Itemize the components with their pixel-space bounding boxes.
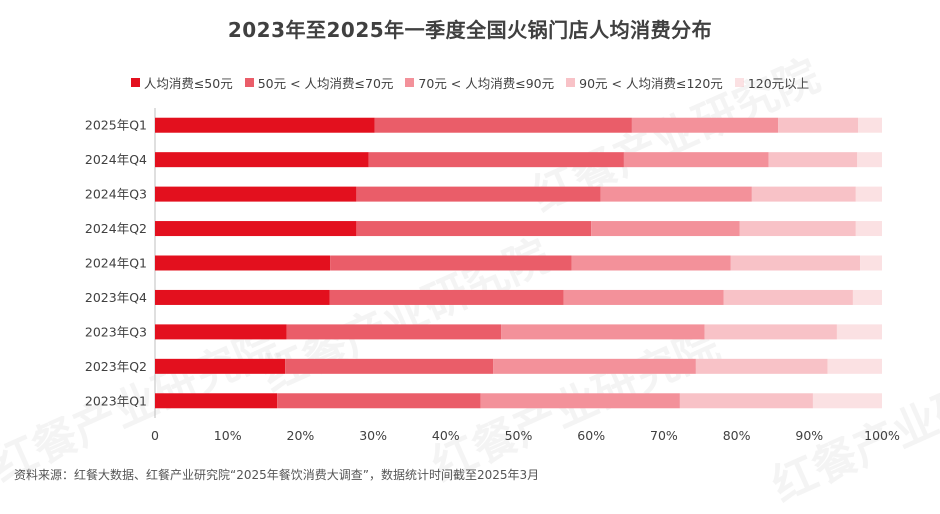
bar-segment	[858, 117, 882, 133]
bar-segment	[631, 117, 779, 133]
bar-segment	[623, 152, 769, 168]
bar-segment	[155, 393, 278, 409]
legend-label: 人均消费≤50元	[143, 76, 233, 91]
bar-segment	[368, 152, 624, 168]
bar-segment	[751, 186, 856, 202]
y-tick-label: 2024年Q3	[85, 187, 147, 202]
legend-label: 90元 < 人均消费≤120元	[579, 76, 723, 91]
bar-segment	[155, 186, 357, 202]
bar-segment	[356, 221, 592, 237]
x-tick-label: 10%	[214, 428, 242, 443]
legend-swatch	[566, 78, 576, 87]
legend-item: 120元以上	[734, 73, 810, 92]
x-tick-label: 40%	[432, 428, 460, 443]
y-tick-label: 2023年Q2	[85, 359, 147, 374]
bar-segment	[860, 255, 882, 271]
bar-segment	[329, 289, 564, 305]
legend-item: 90元 < 人均消费≤120元	[566, 73, 723, 92]
bar-segment	[855, 221, 882, 237]
legend-swatch	[130, 78, 140, 87]
bar-segment	[571, 255, 731, 271]
legend-item: 70元 < 人均消费≤90元	[405, 73, 554, 92]
bar-segment	[855, 186, 882, 202]
bar-segment	[374, 117, 632, 133]
y-tick-label: 2024年Q4	[85, 152, 147, 167]
x-tick-label: 20%	[287, 428, 315, 443]
bar-segment	[356, 186, 601, 202]
x-tick-label: 80%	[723, 428, 751, 443]
bar-segment	[836, 324, 882, 340]
bar-segment	[739, 221, 856, 237]
x-tick-label: 90%	[795, 428, 823, 443]
bar-segment	[285, 358, 494, 374]
bar-segment	[155, 152, 369, 168]
legend-swatch	[734, 78, 744, 87]
bar-segment	[480, 393, 680, 409]
bar-segment	[277, 393, 481, 409]
bar-segment	[155, 255, 331, 271]
x-tick-label: 70%	[650, 428, 678, 443]
bar-segment	[155, 324, 287, 340]
y-tick-label: 2023年Q3	[85, 324, 147, 339]
bar-segment	[591, 221, 740, 237]
bar-segment	[812, 393, 882, 409]
chart-legend: 人均消费≤50元 50元 < 人均消费≤70元 70元 < 人均消费≤90元 90元 …	[0, 73, 940, 92]
legend-label: 50元 < 人均消费≤70元	[257, 76, 394, 91]
x-tick-label: 30%	[359, 428, 387, 443]
bar-segment	[695, 358, 828, 374]
bar-segment	[778, 117, 859, 133]
x-tick-label: 0	[151, 428, 159, 443]
chart-title: 2023年至2025年一季度全国火锅门店人均消费分布	[227, 18, 713, 42]
y-tick-label: 2024年Q2	[85, 221, 147, 236]
legend-swatch	[244, 78, 254, 87]
bar-segment	[704, 324, 837, 340]
stacked-bar-chart: 2025年Q1 2024年Q4 2024年Q3 2024年Q2 2024年Q1 2023年…	[85, 108, 900, 443]
y-tick-label: 2023年Q4	[85, 290, 147, 305]
bar-segment	[827, 358, 882, 374]
bar-segment	[679, 393, 813, 409]
bar-segment	[155, 358, 286, 374]
legend-label: 70元 < 人均消费≤90元	[418, 76, 555, 91]
bar-segment	[600, 186, 752, 202]
bar-segment	[493, 358, 696, 374]
bar-segment	[723, 289, 853, 305]
y-tick-label: 2023年Q1	[85, 393, 147, 408]
bar-segment	[501, 324, 705, 340]
legend-item: 人均消费≤50元	[130, 73, 233, 92]
bar-segment	[857, 152, 882, 168]
bar-segment	[155, 221, 357, 237]
x-tick-label: 50%	[505, 428, 533, 443]
bar-segment	[155, 117, 375, 133]
bar-segment	[286, 324, 502, 340]
legend-item: 50元 < 人均消费≤70元	[244, 73, 394, 92]
y-tick-label: 2025年Q1	[85, 118, 147, 133]
bar-segment	[330, 255, 572, 271]
bar-segment	[730, 255, 861, 271]
x-tick-label: 60%	[577, 428, 605, 443]
source-note: 资料来源：红餐大数据、红餐产业研究院“2025年餐饮消费大调查”，数据统计时间截…	[14, 468, 540, 482]
y-tick-label: 2024年Q1	[85, 256, 147, 271]
bar-segment	[768, 152, 858, 168]
bar-segment	[563, 289, 724, 305]
bar-segment	[155, 289, 330, 305]
bar-segment	[852, 289, 882, 305]
x-tick-label: 100%	[864, 428, 900, 443]
legend-label: 120元以上	[747, 76, 810, 91]
legend-swatch	[405, 78, 415, 87]
